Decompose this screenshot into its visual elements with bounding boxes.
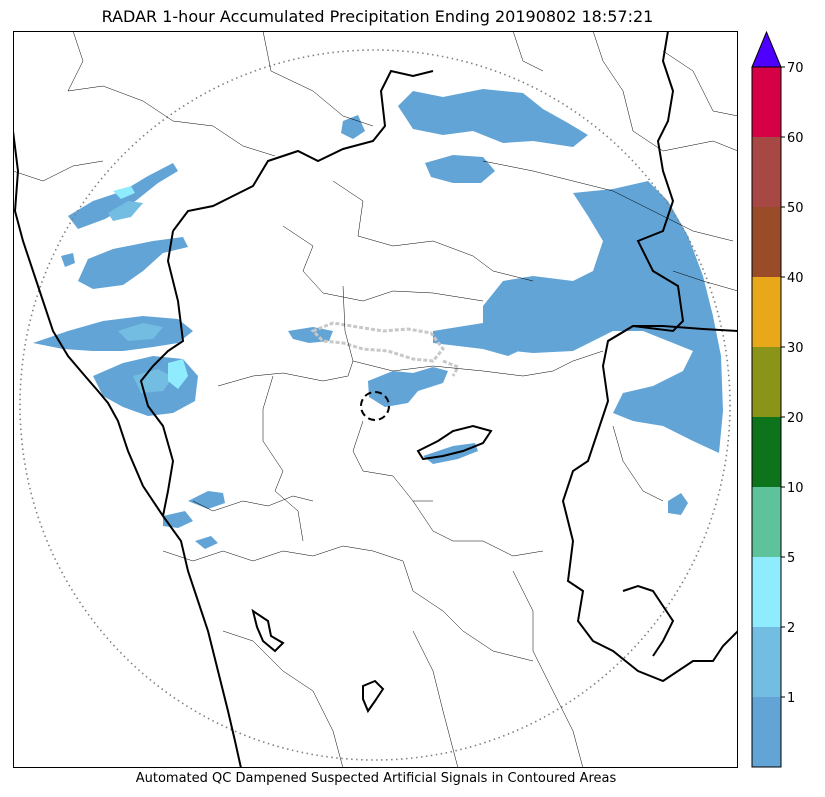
echo-north-band	[398, 89, 588, 147]
echo-west-3	[33, 316, 193, 351]
colorbar-tick-label: 70	[787, 61, 804, 76]
colorbar-segment	[752, 67, 781, 137]
east-lower-border	[622, 584, 675, 657]
colorbar-segment	[752, 207, 781, 277]
south-island-1	[251, 608, 285, 653]
colorbar-tick-label: 40	[787, 271, 804, 286]
qc-contoured-areas	[310, 321, 461, 377]
colorbar-tick-label: 1	[787, 691, 795, 706]
radar-site-marker	[360, 391, 390, 421]
echo-west-edge	[61, 253, 75, 267]
colorbar-segments	[752, 67, 781, 767]
radar-map	[13, 31, 738, 768]
colorbar-segment	[752, 487, 781, 557]
echo-central-cell	[368, 367, 448, 407]
colorbar-tick-label: 30	[787, 341, 804, 356]
east-boundary-2	[607, 325, 738, 342]
coastline-border	[13, 130, 242, 768]
echo-west-2	[78, 237, 188, 289]
colorbar-segment	[752, 277, 781, 347]
inland-border-west	[139, 230, 185, 517]
colorbar-segment	[752, 697, 781, 767]
colorbar-segment	[752, 137, 781, 207]
colorbar-segment	[752, 627, 781, 697]
colorbar-ticks: 1 2 5 10 20 30 40 50 60 70	[781, 61, 804, 706]
colorbar-tick-label: 20	[787, 411, 804, 426]
district-borders	[13, 31, 738, 768]
echo-north-small	[341, 115, 365, 139]
eastern-border	[561, 31, 738, 683]
range-ring	[19, 49, 731, 761]
echo-north-cell	[425, 155, 495, 183]
echo-southwest-1	[188, 491, 225, 509]
map-title: RADAR 1-hour Accumulated Precipitation E…	[101, 7, 654, 26]
echo-east-small	[668, 493, 688, 515]
map-footer: Automated QC Dampened Suspected Artifici…	[135, 771, 617, 786]
precipitation-cyan	[113, 186, 188, 389]
colorbar-segment	[752, 557, 781, 627]
echo-southwest-3	[195, 536, 218, 549]
south-enclave-border	[416, 424, 493, 461]
colorbar-extend-arrow	[751, 30, 782, 68]
state-borders	[13, 31, 738, 768]
colorbar-tick-label: 50	[787, 201, 804, 216]
south-island-2	[362, 679, 385, 714]
northern-border	[172, 69, 434, 232]
echo-central-band	[433, 323, 523, 356]
colorbar-segment	[752, 417, 781, 487]
colorbar-tick-label: 5	[787, 551, 795, 566]
colorbar-tick-label: 10	[787, 481, 804, 496]
colorbar-tick-label: 60	[787, 131, 804, 146]
echo-southwest-2	[163, 511, 193, 528]
colorbar-segment	[752, 347, 781, 417]
echo-east-sweep	[483, 181, 723, 453]
colorbar-tick-label: 2	[787, 621, 795, 636]
colorbar: 1 2 5 10 20 30 40 50 60 70	[751, 30, 804, 768]
